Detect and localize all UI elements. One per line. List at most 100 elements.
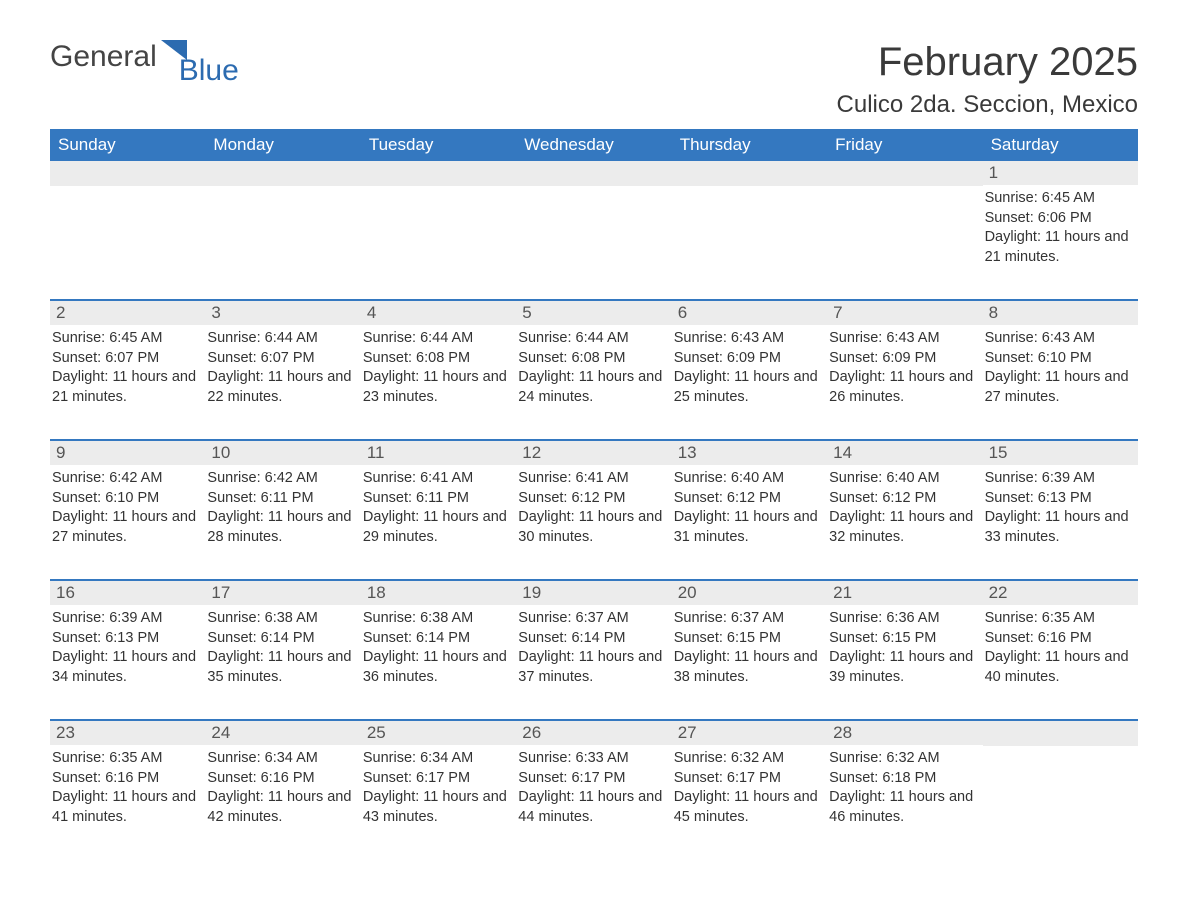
sunrise-line: Sunrise: 6:35 AM xyxy=(985,609,1134,629)
day-number: 3 xyxy=(205,301,360,325)
sunset-line: Sunset: 6:13 PM xyxy=(985,489,1134,509)
day-content: Sunrise: 6:32 AMSunset: 6:18 PMDaylight:… xyxy=(827,745,982,831)
day-number: 27 xyxy=(672,721,827,745)
month-title: February 2025 xyxy=(837,40,1138,85)
day-cell: 24Sunrise: 6:34 AMSunset: 6:16 PMDayligh… xyxy=(205,721,360,841)
sunset-line: Sunset: 6:09 PM xyxy=(674,349,823,369)
daylight-line: Daylight: 11 hours and 42 minutes. xyxy=(207,788,356,827)
daylight-line: Daylight: 11 hours and 29 minutes. xyxy=(363,508,512,547)
sunset-line: Sunset: 6:17 PM xyxy=(674,769,823,789)
sunset-line: Sunset: 6:10 PM xyxy=(985,349,1134,369)
day-header: Sunday xyxy=(50,129,205,161)
day-number: 5 xyxy=(516,301,671,325)
empty-day-bar xyxy=(50,161,205,186)
day-cell: 12Sunrise: 6:41 AMSunset: 6:12 PMDayligh… xyxy=(516,441,671,561)
daylight-line: Daylight: 11 hours and 46 minutes. xyxy=(829,788,978,827)
day-content: Sunrise: 6:44 AMSunset: 6:08 PMDaylight:… xyxy=(361,325,516,411)
sunrise-line: Sunrise: 6:41 AM xyxy=(363,469,512,489)
daylight-line: Daylight: 11 hours and 30 minutes. xyxy=(518,508,667,547)
logo: General Blue xyxy=(50,40,249,74)
daylight-line: Daylight: 11 hours and 37 minutes. xyxy=(518,648,667,687)
day-content: Sunrise: 6:43 AMSunset: 6:10 PMDaylight:… xyxy=(983,325,1138,411)
day-cell: 18Sunrise: 6:38 AMSunset: 6:14 PMDayligh… xyxy=(361,581,516,701)
day-number: 9 xyxy=(50,441,205,465)
daylight-line: Daylight: 11 hours and 34 minutes. xyxy=(52,648,201,687)
daylight-line: Daylight: 11 hours and 36 minutes. xyxy=(363,648,512,687)
daylight-line: Daylight: 11 hours and 26 minutes. xyxy=(829,368,978,407)
daylight-line: Daylight: 11 hours and 38 minutes. xyxy=(674,648,823,687)
sunset-line: Sunset: 6:18 PM xyxy=(829,769,978,789)
day-content: Sunrise: 6:40 AMSunset: 6:12 PMDaylight:… xyxy=(827,465,982,551)
day-header: Monday xyxy=(205,129,360,161)
day-content: Sunrise: 6:33 AMSunset: 6:17 PMDaylight:… xyxy=(516,745,671,831)
empty-day-bar xyxy=(827,161,982,186)
day-content: Sunrise: 6:32 AMSunset: 6:17 PMDaylight:… xyxy=(672,745,827,831)
daylight-line: Daylight: 11 hours and 31 minutes. xyxy=(674,508,823,547)
sunrise-line: Sunrise: 6:34 AM xyxy=(363,749,512,769)
sunset-line: Sunset: 6:11 PM xyxy=(363,489,512,509)
day-cell: 26Sunrise: 6:33 AMSunset: 6:17 PMDayligh… xyxy=(516,721,671,841)
day-content: Sunrise: 6:45 AMSunset: 6:06 PMDaylight:… xyxy=(983,185,1138,271)
day-content: Sunrise: 6:43 AMSunset: 6:09 PMDaylight:… xyxy=(827,325,982,411)
week-row: 2Sunrise: 6:45 AMSunset: 6:07 PMDaylight… xyxy=(50,299,1138,421)
daylight-line: Daylight: 11 hours and 27 minutes. xyxy=(985,368,1134,407)
page-header: General Blue February 2025 Culico 2da. S… xyxy=(50,40,1138,119)
day-cell: 28Sunrise: 6:32 AMSunset: 6:18 PMDayligh… xyxy=(827,721,982,841)
sunset-line: Sunset: 6:10 PM xyxy=(52,489,201,509)
day-content: Sunrise: 6:43 AMSunset: 6:09 PMDaylight:… xyxy=(672,325,827,411)
day-cell: 13Sunrise: 6:40 AMSunset: 6:12 PMDayligh… xyxy=(672,441,827,561)
day-content: Sunrise: 6:35 AMSunset: 6:16 PMDaylight:… xyxy=(983,605,1138,691)
daylight-line: Daylight: 11 hours and 40 minutes. xyxy=(985,648,1134,687)
sunrise-line: Sunrise: 6:34 AM xyxy=(207,749,356,769)
day-content: Sunrise: 6:38 AMSunset: 6:14 PMDaylight:… xyxy=(205,605,360,691)
sunset-line: Sunset: 6:16 PM xyxy=(207,769,356,789)
day-number: 6 xyxy=(672,301,827,325)
daylight-line: Daylight: 11 hours and 45 minutes. xyxy=(674,788,823,827)
day-cell: 10Sunrise: 6:42 AMSunset: 6:11 PMDayligh… xyxy=(205,441,360,561)
daylight-line: Daylight: 11 hours and 33 minutes. xyxy=(985,508,1134,547)
day-header: Wednesday xyxy=(516,129,671,161)
day-number: 21 xyxy=(827,581,982,605)
sunrise-line: Sunrise: 6:39 AM xyxy=(985,469,1134,489)
week-row: 1Sunrise: 6:45 AMSunset: 6:06 PMDaylight… xyxy=(50,161,1138,281)
sunset-line: Sunset: 6:15 PM xyxy=(829,629,978,649)
day-cell: 2Sunrise: 6:45 AMSunset: 6:07 PMDaylight… xyxy=(50,301,205,421)
day-header: Friday xyxy=(827,129,982,161)
week-row: 16Sunrise: 6:39 AMSunset: 6:13 PMDayligh… xyxy=(50,579,1138,701)
sunrise-line: Sunrise: 6:43 AM xyxy=(985,329,1134,349)
sunset-line: Sunset: 6:14 PM xyxy=(518,629,667,649)
day-content: Sunrise: 6:39 AMSunset: 6:13 PMDaylight:… xyxy=(983,465,1138,551)
day-number: 22 xyxy=(983,581,1138,605)
daylight-line: Daylight: 11 hours and 35 minutes. xyxy=(207,648,356,687)
day-number: 16 xyxy=(50,581,205,605)
day-cell xyxy=(361,161,516,281)
daylight-line: Daylight: 11 hours and 43 minutes. xyxy=(363,788,512,827)
sunrise-line: Sunrise: 6:43 AM xyxy=(829,329,978,349)
day-cell: 1Sunrise: 6:45 AMSunset: 6:06 PMDaylight… xyxy=(983,161,1138,281)
day-cell: 20Sunrise: 6:37 AMSunset: 6:15 PMDayligh… xyxy=(672,581,827,701)
day-content: Sunrise: 6:39 AMSunset: 6:13 PMDaylight:… xyxy=(50,605,205,691)
day-content: Sunrise: 6:44 AMSunset: 6:08 PMDaylight:… xyxy=(516,325,671,411)
daylight-line: Daylight: 11 hours and 24 minutes. xyxy=(518,368,667,407)
daylight-line: Daylight: 11 hours and 23 minutes. xyxy=(363,368,512,407)
empty-day-bar xyxy=(361,161,516,186)
sunset-line: Sunset: 6:17 PM xyxy=(363,769,512,789)
day-number: 20 xyxy=(672,581,827,605)
day-cell: 17Sunrise: 6:38 AMSunset: 6:14 PMDayligh… xyxy=(205,581,360,701)
sunrise-line: Sunrise: 6:42 AM xyxy=(207,469,356,489)
day-number: 10 xyxy=(205,441,360,465)
day-cell: 9Sunrise: 6:42 AMSunset: 6:10 PMDaylight… xyxy=(50,441,205,561)
day-cell: 3Sunrise: 6:44 AMSunset: 6:07 PMDaylight… xyxy=(205,301,360,421)
sunset-line: Sunset: 6:07 PM xyxy=(207,349,356,369)
sunrise-line: Sunrise: 6:35 AM xyxy=(52,749,201,769)
location-subtitle: Culico 2da. Seccion, Mexico xyxy=(837,91,1138,119)
day-number: 19 xyxy=(516,581,671,605)
sunrise-line: Sunrise: 6:44 AM xyxy=(207,329,356,349)
calendar: SundayMondayTuesdayWednesdayThursdayFrid… xyxy=(50,129,1138,841)
empty-day-bar xyxy=(516,161,671,186)
day-cell: 22Sunrise: 6:35 AMSunset: 6:16 PMDayligh… xyxy=(983,581,1138,701)
daylight-line: Daylight: 11 hours and 25 minutes. xyxy=(674,368,823,407)
sunrise-line: Sunrise: 6:42 AM xyxy=(52,469,201,489)
day-cell: 8Sunrise: 6:43 AMSunset: 6:10 PMDaylight… xyxy=(983,301,1138,421)
day-content: Sunrise: 6:41 AMSunset: 6:11 PMDaylight:… xyxy=(361,465,516,551)
